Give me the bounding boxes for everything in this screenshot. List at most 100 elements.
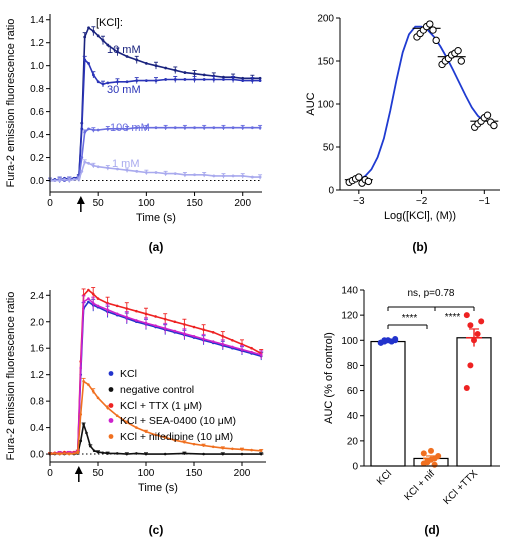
significance-label: **** — [402, 313, 418, 324]
data-point — [364, 177, 373, 186]
y-tick-label: 20 — [347, 436, 359, 447]
y-tick-label: 60 — [347, 386, 359, 397]
series-point — [240, 452, 244, 456]
legend-marker — [108, 434, 114, 439]
data-point — [490, 121, 498, 130]
series-point — [125, 127, 129, 131]
x-tick-label: 200 — [234, 468, 251, 479]
series-point — [258, 126, 262, 130]
x-tick-label: 50 — [93, 198, 105, 209]
series-point — [96, 165, 100, 169]
series-point — [115, 304, 119, 308]
significance-label: ns, p=0.78 — [408, 288, 455, 299]
bar — [370, 340, 406, 467]
series-point — [91, 164, 95, 167]
series-point — [221, 335, 225, 338]
series-point — [91, 128, 95, 132]
series-point — [154, 171, 158, 174]
data-point — [483, 111, 492, 119]
legend-marker — [108, 403, 114, 408]
data-point — [474, 331, 481, 337]
series-point — [183, 173, 187, 177]
series-point — [83, 160, 87, 164]
data-point — [478, 318, 485, 325]
series-point — [53, 452, 57, 455]
series-point — [183, 323, 186, 326]
series-point — [259, 452, 263, 456]
series-point — [250, 350, 253, 354]
series-point — [96, 450, 100, 454]
legend-marker — [108, 418, 114, 423]
series-point — [173, 172, 177, 176]
stimulus-arrow-head — [74, 466, 83, 474]
series-point — [101, 451, 105, 455]
y-tick-label: 0.0 — [30, 450, 44, 461]
series-point — [211, 340, 215, 343]
y-tick-label: 200 — [317, 14, 334, 25]
x-tick-label: 50 — [92, 468, 104, 479]
category-label: KCl — [375, 468, 394, 487]
series-point — [258, 79, 262, 83]
series-point — [106, 127, 110, 131]
series-point — [211, 445, 215, 449]
series-point — [192, 325, 196, 329]
x-tick-label: 100 — [138, 198, 155, 209]
series-point — [106, 308, 109, 312]
data-point — [471, 337, 477, 344]
data-point — [426, 20, 434, 28]
series-point — [87, 26, 90, 30]
y-tick-label: 0.4 — [30, 130, 44, 141]
series-point — [135, 309, 138, 313]
series-point — [250, 346, 253, 350]
series-point — [79, 366, 83, 370]
series-point — [154, 79, 158, 83]
series-point — [192, 335, 196, 338]
x-tick-label: 200 — [234, 198, 251, 209]
legend-title: [KCl]: — [96, 17, 123, 29]
series-point — [212, 174, 216, 178]
data-point — [381, 337, 388, 344]
y-tick-label: 0 — [352, 462, 358, 473]
series-point — [101, 39, 105, 42]
series-point — [241, 79, 245, 83]
series-point — [173, 78, 177, 81]
series-point — [259, 449, 263, 453]
legend-marker — [108, 387, 114, 392]
y-tick-label: 100 — [341, 336, 358, 347]
series-point — [164, 66, 168, 70]
series-point — [144, 430, 148, 433]
series-point — [106, 406, 109, 410]
series-point — [91, 292, 95, 296]
y-tick-label: 0.8 — [30, 397, 44, 408]
y-tick-label: 1.2 — [30, 370, 44, 381]
series-point — [183, 71, 187, 74]
series-point — [96, 304, 100, 308]
series-point — [183, 78, 187, 81]
series-point — [96, 80, 100, 84]
x-tick-label: −3 — [353, 196, 365, 207]
series-point — [115, 312, 119, 316]
x-axis-label: Log([KCl], (M)) — [384, 210, 456, 222]
series-label: 100 mM — [110, 122, 150, 134]
series-point — [125, 452, 129, 456]
series-point — [135, 426, 138, 429]
data-point — [467, 322, 474, 329]
y-tick-label: 150 — [317, 57, 334, 68]
series-point — [144, 321, 148, 325]
series-point — [221, 446, 225, 450]
series-point — [72, 452, 76, 455]
data-point — [467, 362, 474, 369]
x-tick-label: 150 — [186, 198, 203, 209]
data-point — [457, 57, 465, 65]
series-point — [77, 177, 81, 181]
series-point — [164, 172, 168, 176]
data-point — [463, 385, 470, 392]
data-point — [420, 450, 427, 457]
data-point — [424, 459, 431, 466]
series-point — [183, 126, 187, 130]
series-point — [193, 72, 196, 76]
series-point — [83, 58, 87, 62]
series-point — [173, 126, 177, 130]
series-point — [173, 68, 177, 72]
series-point — [116, 167, 119, 171]
